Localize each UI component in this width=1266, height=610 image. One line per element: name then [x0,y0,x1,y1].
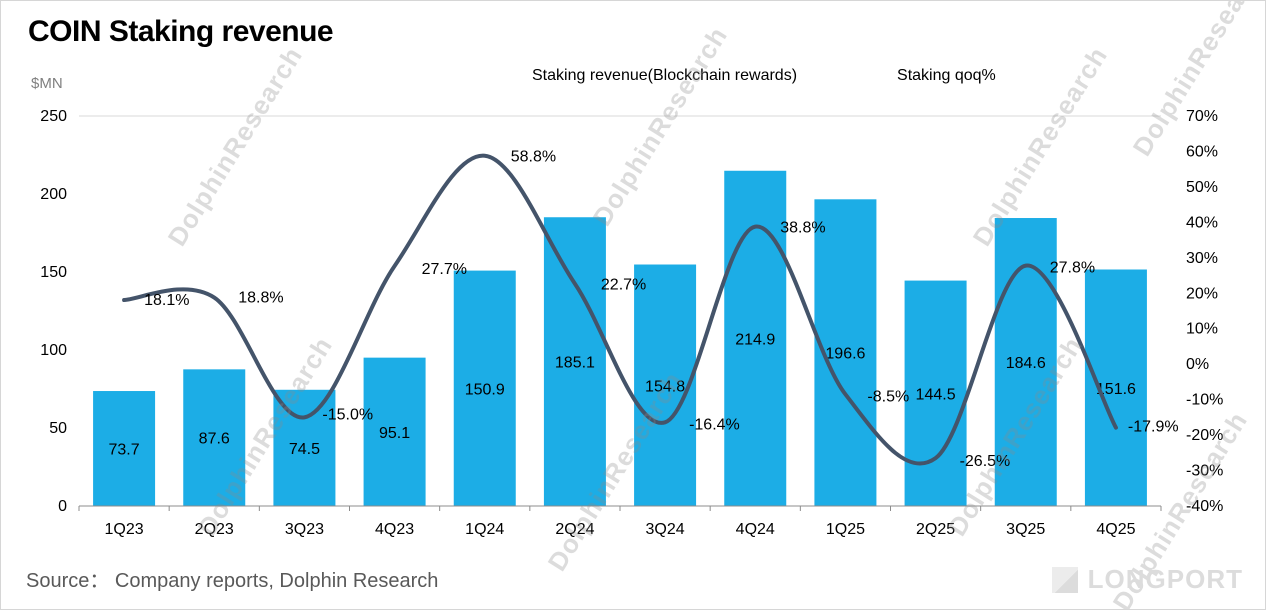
x-axis-category-4Q25: 4Q25 [1096,521,1135,538]
right-axis-tick-label: 40% [1186,214,1218,231]
legend: Staking revenue(Blockchain rewards) Stak… [506,67,996,85]
bar-label-4Q24: 214.9 [735,331,775,348]
brand-logo: LONGPORT [1051,564,1243,595]
qoq-label-4Q23: 27.7% [422,261,467,278]
bar-label-1Q25: 196.6 [825,346,865,363]
x-axis-category-2Q24: 2Q24 [555,521,594,538]
bar-label-1Q24: 150.9 [465,381,505,398]
left-axis-tick-label: 0 [58,498,67,515]
legend-item-staking-qoq[interactable]: Staking qoq% [843,67,996,85]
legend-item-staking-revenue[interactable]: Staking revenue(Blockchain rewards) [506,67,797,85]
bar-1Q23[interactable] [93,391,156,506]
legend-label-staking-qoq: Staking qoq% [897,67,996,84]
bar-label-1Q23: 73.7 [109,442,140,459]
left-axis-tick-label: 250 [40,108,67,125]
bar-label-2Q25: 144.5 [916,386,956,403]
left-axis-tick-label: 150 [40,264,67,281]
right-axis-tick-label: 60% [1186,143,1218,160]
bar-4Q25[interactable] [1084,269,1147,506]
qoq-label-1Q23: 18.1% [144,292,189,309]
bar-label-3Q25: 184.6 [1006,355,1046,372]
x-axis-category-2Q25: 2Q25 [916,521,955,538]
bar-label-3Q24: 154.8 [645,378,685,395]
chart-title: COIN Staking revenue [28,15,334,48]
x-axis-category-4Q23: 4Q23 [375,521,414,538]
x-axis-category-1Q23: 1Q23 [105,521,144,538]
qoq-label-3Q23: -15.0% [322,406,373,423]
longport-logo-icon [1051,566,1078,593]
x-axis-category-3Q24: 3Q24 [646,521,685,538]
x-axis-category-2Q23: 2Q23 [195,521,234,538]
qoq-label-3Q24: -16.4% [689,416,740,433]
bar-label-4Q23: 95.1 [379,425,410,442]
qoq-label-2Q25: -26.5% [960,453,1011,470]
bar-1Q24[interactable] [453,270,516,506]
right-axis-tick-label: -40% [1186,498,1223,515]
left-axis-tick-label: 200 [40,186,67,203]
bar-2Q23[interactable] [183,369,246,506]
source-note: Source： Company reports, Dolphin Researc… [26,570,439,592]
right-axis-tick-label: 30% [1186,250,1218,267]
x-axis-category-4Q24: 4Q24 [736,521,775,538]
left-axis-tick-label: 100 [40,342,67,359]
bar-4Q23[interactable] [363,357,426,506]
x-axis-category-3Q23: 3Q23 [285,521,324,538]
x-axis-category-1Q24: 1Q24 [465,521,504,538]
qoq-line[interactable] [122,153,1118,466]
qoq-label-3Q25: 27.8% [1050,260,1095,277]
right-axis-tick-label: 50% [1186,179,1218,196]
qoq-label-2Q23: 18.8% [238,290,283,307]
bar-2Q24[interactable] [543,217,606,506]
right-axis-tick-label: 10% [1186,321,1218,338]
qoq-label-1Q24: 58.8% [511,149,556,166]
right-axis-tick-label: -30% [1186,463,1223,480]
legend-label-staking-revenue: Staking revenue(Blockchain rewards) [532,67,798,84]
left-axis-tick-label: 50 [49,420,67,437]
bar-3Q23[interactable] [273,389,336,506]
qoq-label-2Q24: 22.7% [601,277,646,294]
x-axis-category-3Q25: 3Q25 [1006,521,1045,538]
bar-label-2Q23: 87.6 [199,431,230,448]
right-axis-tick-label: -10% [1186,392,1223,409]
bar-label-4Q25: 151.6 [1096,381,1136,398]
x-axis-category-1Q25: 1Q25 [826,521,865,538]
qoq-label-1Q25: -8.5% [867,388,909,405]
left-axis-unit-label: $MN [31,75,63,92]
right-axis-tick-label: 70% [1186,108,1218,125]
right-axis-tick-label: 20% [1186,285,1218,302]
bar-2Q25[interactable] [904,280,967,506]
bar-3Q24[interactable] [634,264,697,506]
bar-label-3Q23: 74.5 [289,441,320,458]
right-axis-tick-label: 0% [1186,356,1209,373]
bar-label-2Q24: 185.1 [555,355,595,372]
brand-name: LONGPORT [1087,564,1243,594]
qoq-label-4Q24: 38.8% [780,220,825,237]
qoq-label-4Q25: -17.9% [1128,419,1179,436]
right-axis-tick-label: -20% [1186,427,1223,444]
